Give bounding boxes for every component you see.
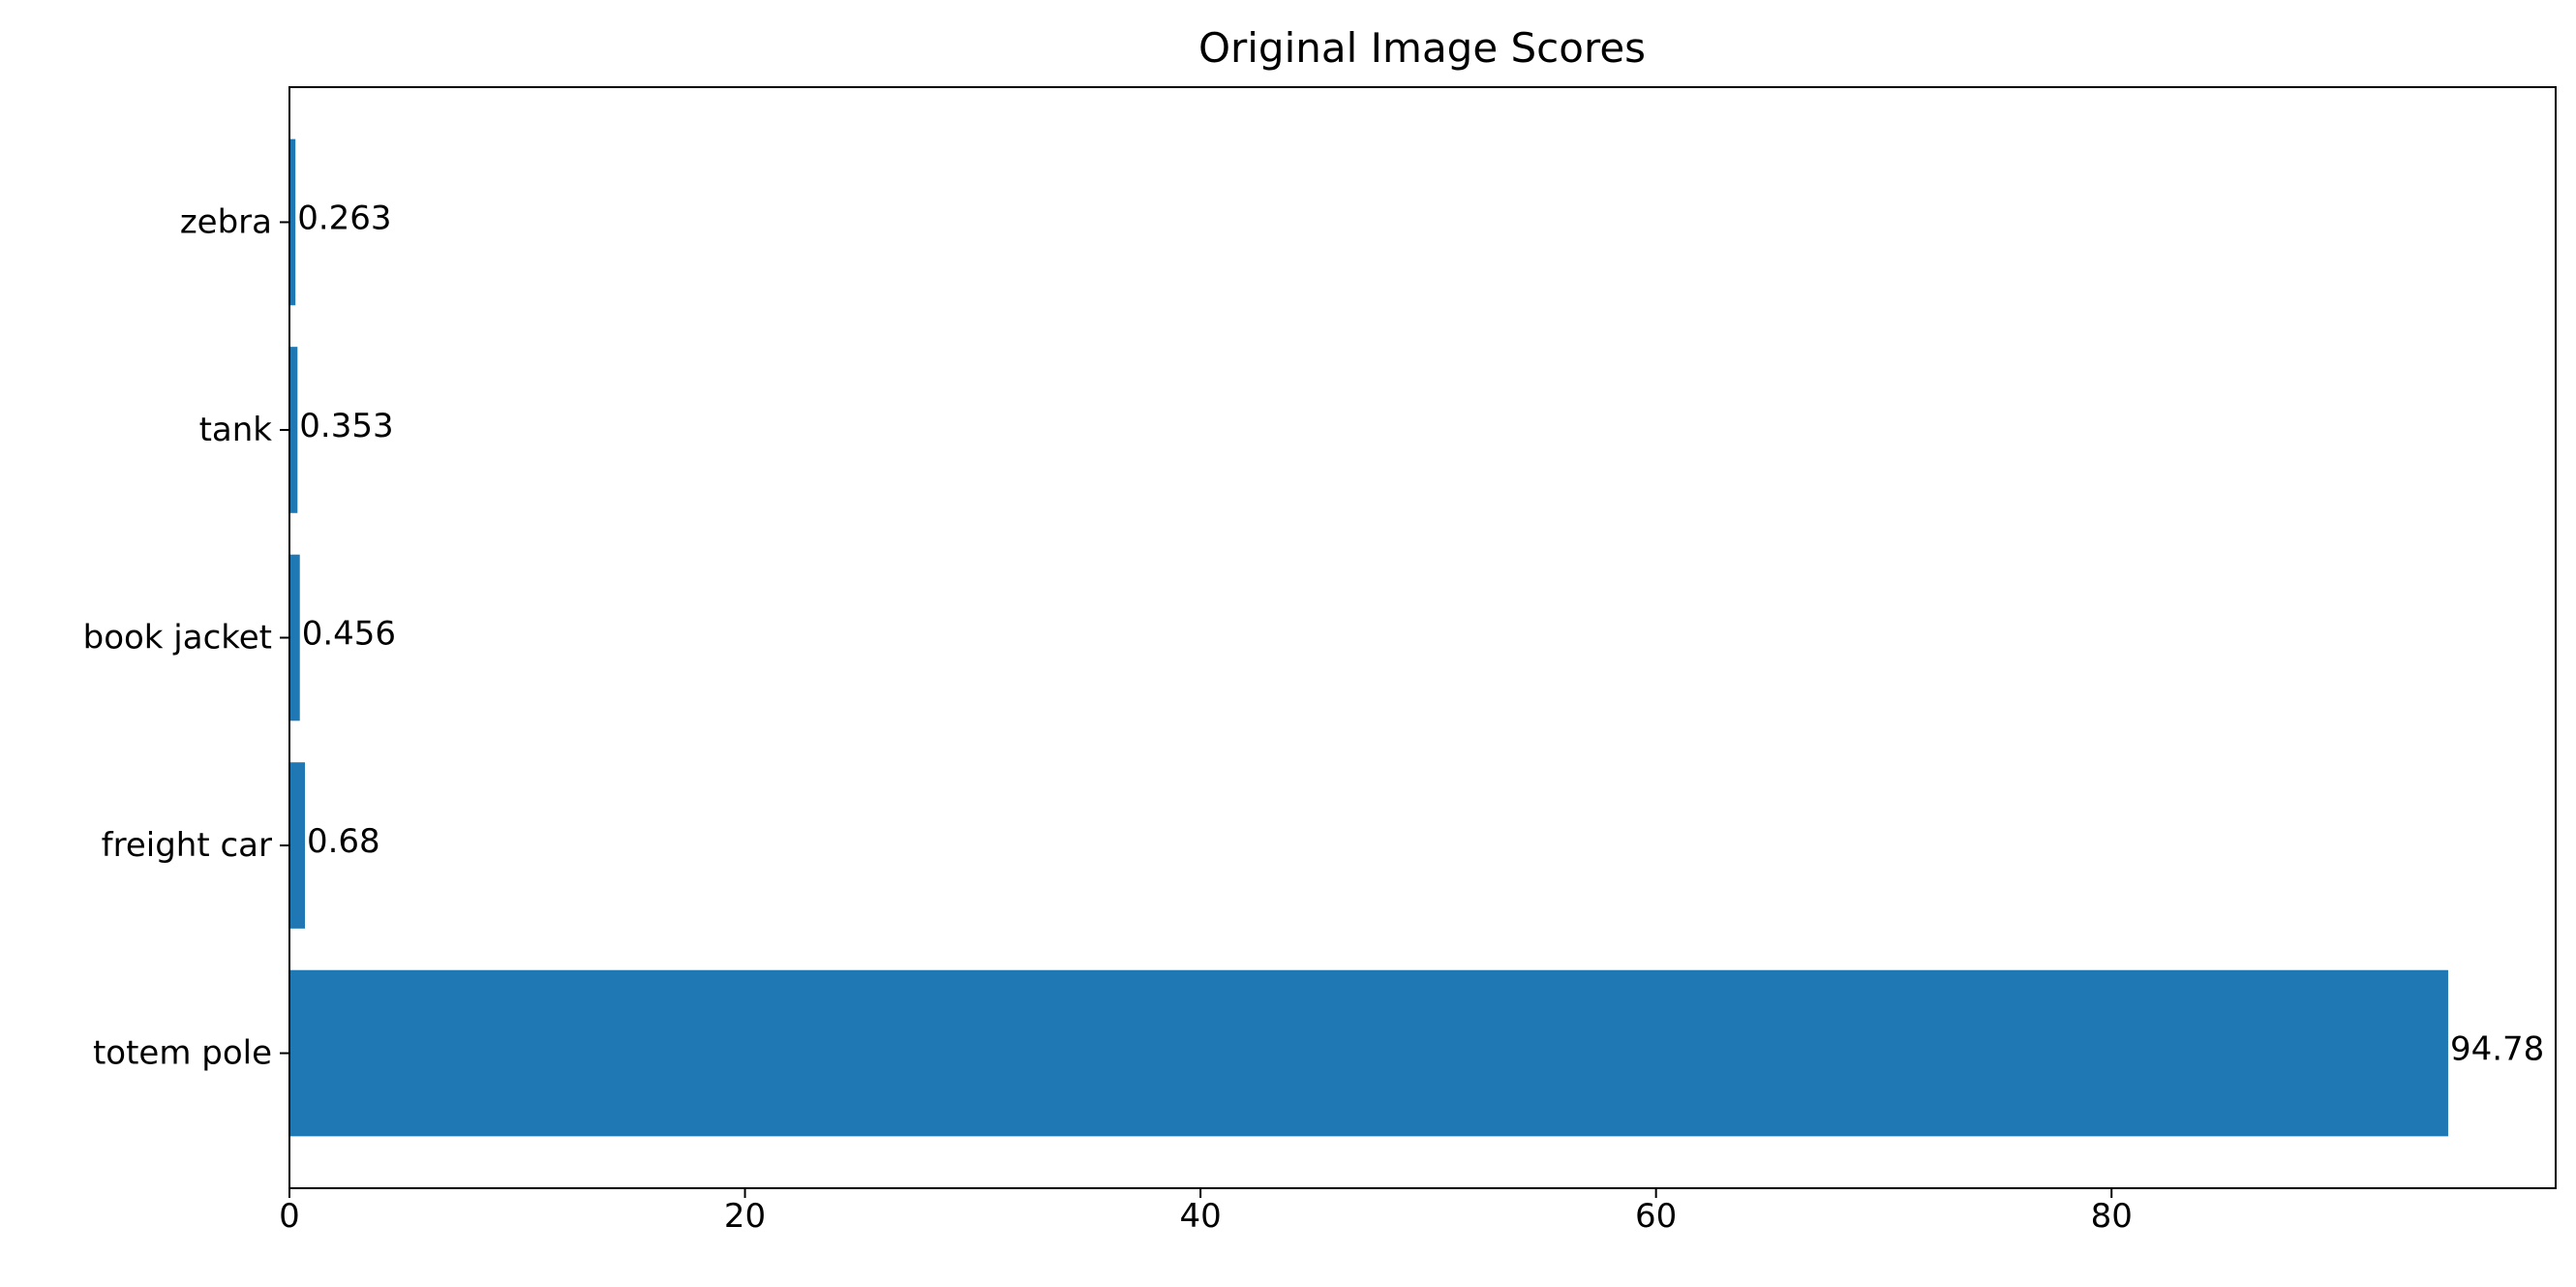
bar-freight-car xyxy=(289,762,305,929)
x-tick-label-60: 60 xyxy=(1635,1197,1677,1236)
chart-title: Original Image Scores xyxy=(1198,24,1646,72)
data-label-totem-pole: 94.78 xyxy=(2450,1030,2544,1069)
bar-totem-pole xyxy=(289,969,2448,1137)
y-tick-label-totem-pole: totem pole xyxy=(93,1034,272,1073)
bars-layer xyxy=(289,138,2448,1137)
plot-frame xyxy=(288,86,2557,1189)
data-label-tank: 0.353 xyxy=(299,407,393,445)
y-tick-label-freight-car: freight car xyxy=(102,826,272,865)
x-tick-label-80: 80 xyxy=(2091,1197,2133,1236)
y-tick-label-tank: tank xyxy=(199,411,273,449)
x-tick-label-20: 20 xyxy=(724,1197,766,1236)
data-label-zebra: 0.263 xyxy=(297,199,391,237)
y-tick-label-book-jacket: book jacket xyxy=(83,619,272,658)
data-label-book-jacket: 0.456 xyxy=(302,615,396,654)
bar-tank xyxy=(289,347,298,513)
bar-book-jacket xyxy=(289,554,300,721)
x-tick-label-0: 0 xyxy=(279,1197,300,1236)
bar-zebra xyxy=(289,138,296,306)
data-label-freight-car: 0.68 xyxy=(307,822,380,861)
ticks-layer: totem pole freight car book jacket tank zebr… xyxy=(83,202,2133,1236)
x-tick-label-40: 40 xyxy=(1179,1197,1221,1236)
data-labels-layer: 94.78 0.68 0.456 0.353 0.263 xyxy=(297,199,2544,1068)
y-tick-label-zebra: zebra xyxy=(180,202,272,241)
